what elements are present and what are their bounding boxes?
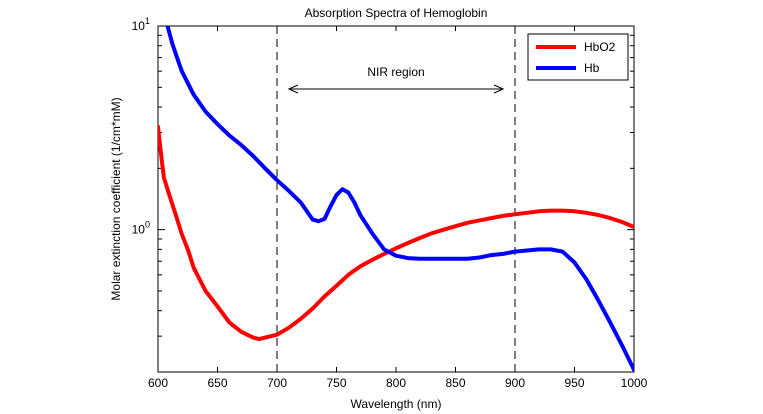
x-tick-label: 1000 (621, 376, 648, 390)
y-tick-label: 100 (132, 220, 150, 237)
y-axis: 100 101 (132, 16, 634, 373)
x-tick-label: 750 (326, 376, 346, 390)
nir-arrow-head-right (493, 84, 505, 94)
x-tick-label: 650 (207, 376, 227, 390)
x-tick-label: 600 (148, 376, 168, 390)
legend-label-hb: Hb (584, 61, 600, 75)
series-layer (158, 26, 634, 372)
x-tick-label: 700 (267, 376, 287, 390)
y-axis-title: Molar extinction coefficient (1/cm*mM) (109, 97, 123, 300)
legend-box (527, 33, 629, 81)
x-tick-label: 850 (445, 376, 465, 390)
legend: HbO2 Hb (527, 33, 629, 81)
nir-arrow-head-left (287, 84, 299, 94)
x-axis-title: Wavelength (nm) (351, 397, 442, 411)
series-line-hb (165, 26, 634, 372)
x-tick-label: 900 (505, 376, 525, 390)
x-axis: 600 650 700 750 800 850 900 950 1000 (148, 26, 648, 390)
x-tick-label: 950 (564, 376, 584, 390)
y-tick-label: 101 (132, 16, 150, 33)
x-tick-label: 800 (386, 376, 406, 390)
chart-title: Absorption Spectra of Hemoglobin (305, 6, 488, 20)
nir-region-annotation: NIR region (276, 26, 516, 372)
nir-region-label: NIR region (367, 65, 424, 79)
series-line-hbo2 (158, 124, 634, 342)
legend-label-hbo2: HbO2 (584, 40, 616, 54)
